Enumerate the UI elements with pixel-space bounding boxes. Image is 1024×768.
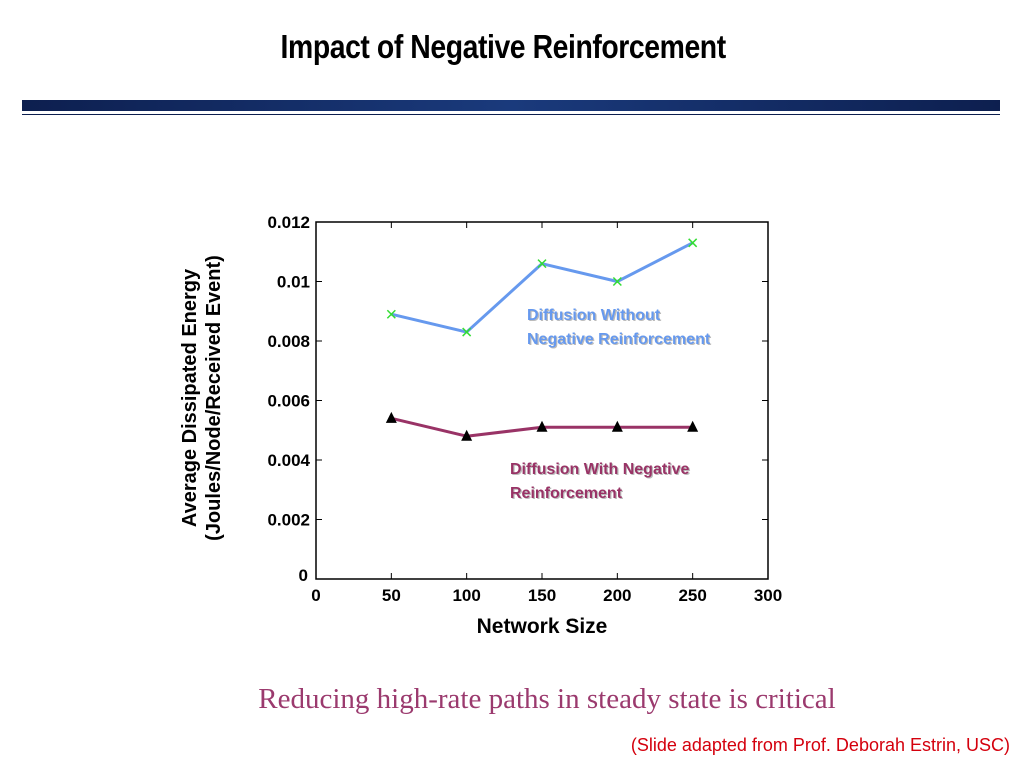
- title-bar: [22, 100, 1000, 111]
- series-label-line: Diffusion With Negative: [510, 461, 690, 478]
- y-tick-label: 0.01: [277, 273, 310, 292]
- data-point-marker: [688, 238, 698, 248]
- x-tick-label: 200: [603, 586, 631, 605]
- data-point-marker: [536, 420, 548, 432]
- data-point-marker: [612, 276, 622, 287]
- series-label-line: Reinforcement: [510, 485, 623, 502]
- energy-chart: 0 50 100 150 200 250 300 0 0.002 0.004 0.006 0.008 0…: [179, 213, 782, 638]
- data-point-marker: [385, 411, 397, 423]
- data-point-marker: [386, 309, 396, 319]
- data-point-marker: [537, 259, 547, 269]
- x-tick-label: 150: [528, 586, 556, 605]
- series-label-shadow: Diffusion With Negative: [511, 462, 691, 479]
- x-tick-label: 50: [382, 586, 401, 605]
- y-tick-label: 0.006: [267, 392, 310, 411]
- series-label-shadow: Diffusion Without: [528, 308, 662, 325]
- x-tick-label: 250: [678, 586, 706, 605]
- data-point-marker: [687, 420, 699, 432]
- y-axis-label-line: Average Dissipated Energy: [179, 268, 201, 527]
- x-tick-label: 300: [754, 586, 782, 605]
- title-rule: [22, 114, 1000, 115]
- x-tick-label: 100: [452, 586, 480, 605]
- data-point-marker: [462, 327, 472, 337]
- x-axis-label: Network Size: [477, 615, 608, 638]
- data-point-marker: [461, 429, 473, 441]
- y-tick-label: 0: [299, 566, 308, 585]
- slide-attribution: (Slide adapted from Prof. Deborah Estrin…: [630, 735, 1010, 755]
- y-axis-label-line: (Joules/Node/Received Event): [203, 255, 225, 541]
- series-label-shadow: Reinforcement: [511, 486, 624, 503]
- y-tick-label: 0.004: [267, 451, 310, 470]
- y-axis-label: Average Dissipated Energy (Joules/Node/Re…: [179, 255, 225, 541]
- series-label-line: Negative Reinforcement: [527, 331, 711, 348]
- y-tick-label: 0.008: [267, 332, 310, 351]
- data-point-marker: [611, 420, 623, 432]
- plot-frame: [315, 221, 769, 580]
- x-tick-label: 0: [311, 586, 320, 605]
- series-label-shadow: Negative Reinforcement: [528, 332, 712, 349]
- slide-caption: Reducing high-rate paths in steady state…: [258, 683, 836, 715]
- y-tick-label: 0.002: [267, 511, 310, 530]
- series-label-line: Diffusion Without: [527, 307, 661, 324]
- slide-title: Impact of Negative Reinforcement: [280, 28, 727, 65]
- y-tick-label: 0.012: [267, 213, 310, 232]
